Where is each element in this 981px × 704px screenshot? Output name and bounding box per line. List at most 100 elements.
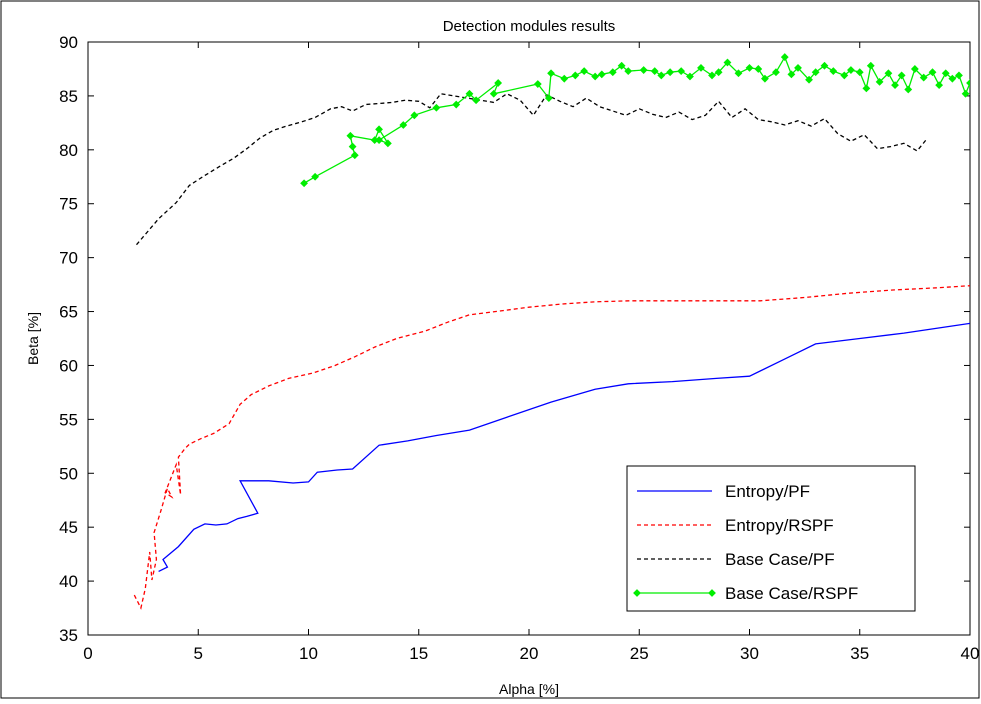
y-tick-label: 85 (59, 87, 78, 106)
data-point-marker (935, 81, 944, 90)
data-point-marker (657, 71, 666, 80)
axis-ticks: 0 5 10 15 20 25 30 35 40 35 40 45 50 55 60 65 70 75 80 85 90 (59, 33, 979, 663)
x-tick-label: 0 (83, 644, 92, 663)
data-point-marker (862, 84, 871, 93)
data-point-marker (489, 89, 498, 98)
x-tick-label: 35 (850, 644, 869, 663)
data-point-marker (608, 68, 617, 77)
legend-box (626, 465, 916, 612)
y-tick-label: 65 (59, 303, 78, 322)
data-point-marker (465, 89, 474, 98)
data-point-marker (734, 69, 743, 78)
x-tick-label: 40 (961, 644, 980, 663)
data-point-marker (544, 94, 553, 102)
series-line (136, 93, 927, 246)
data-point-marker (432, 103, 441, 112)
data-point-marker (829, 67, 838, 76)
x-axis-label: Alpha [%] (499, 681, 559, 697)
x-tick-label: 25 (630, 644, 649, 663)
data-point-marker (840, 71, 849, 80)
data-point-marker (346, 131, 355, 140)
data-point-marker (754, 65, 763, 73)
data-point-marker (597, 70, 606, 79)
series-3 (136, 93, 927, 246)
data-point-marker (560, 74, 569, 83)
y-tick-label: 80 (59, 141, 78, 160)
data-point-marker (686, 72, 694, 81)
data-point-marker (723, 58, 732, 67)
data-point-marker (714, 68, 723, 77)
data-point-marker (745, 63, 754, 72)
y-axis-label: Beta [%] (25, 312, 41, 365)
data-point-marker (805, 75, 813, 84)
legend-label: Entropy/PF (725, 482, 810, 501)
data-point-marker (650, 67, 659, 76)
data-point-marker (948, 74, 957, 83)
legend-label: Base Case/RSPF (725, 584, 858, 603)
data-point-marker (855, 68, 864, 77)
legend-label: Entropy/RSPF (725, 516, 834, 535)
data-point-marker (904, 85, 913, 94)
data-point-marker (884, 69, 893, 78)
data-point-marker (571, 71, 580, 80)
y-tick-label: 55 (59, 410, 78, 429)
y-tick-label: 50 (59, 464, 78, 483)
legend-item: Base Case/PF (637, 550, 835, 569)
data-point-marker (617, 61, 626, 70)
data-point-marker (350, 151, 359, 160)
data-point-marker (410, 111, 419, 120)
data-point-marker (708, 71, 716, 80)
data-point-marker (375, 136, 383, 145)
chart-title: Detection modules results (443, 18, 616, 35)
legend-item: Entropy/RSPF (637, 516, 834, 535)
y-tick-label: 70 (59, 249, 78, 268)
data-point-marker (383, 139, 392, 148)
data-point-marker (348, 142, 357, 151)
y-tick-label: 40 (59, 572, 78, 591)
data-point-marker (811, 68, 820, 77)
legend-marker (633, 589, 641, 597)
data-point-marker (847, 66, 855, 74)
data-point-marker (910, 65, 919, 73)
series-1 (158, 322, 970, 572)
data-point-marker (866, 61, 875, 70)
data-point-marker (955, 71, 963, 80)
data-point-marker (928, 68, 937, 77)
data-point-marker (452, 100, 461, 109)
y-tick-label: 75 (59, 195, 78, 214)
data-point-marker (780, 53, 789, 62)
legend-item: Base Case/RSPF (633, 584, 858, 603)
legend-item: Entropy/PF (637, 482, 810, 501)
series-group (133, 53, 970, 610)
data-point-marker (591, 72, 600, 81)
data-point-marker (580, 67, 589, 76)
data-point-marker (494, 79, 503, 87)
data-point-marker (941, 69, 950, 78)
legend: Entropy/PF Entropy/RSPF Base Case/PF Base C… (626, 465, 916, 612)
series-4 (300, 53, 970, 188)
y-tick-label: 90 (59, 33, 78, 52)
x-tick-label: 20 (520, 644, 539, 663)
data-point-marker (375, 125, 383, 134)
data-point-marker (787, 70, 796, 79)
data-point-marker (547, 69, 555, 78)
data-point-marker (794, 63, 802, 72)
y-tick-label: 35 (59, 626, 78, 645)
data-point-marker (472, 96, 480, 105)
legend-marker (708, 589, 716, 597)
data-point-marker (399, 121, 408, 129)
data-point-marker (624, 67, 633, 76)
series-line (158, 322, 970, 572)
legend-label: Base Case/PF (725, 550, 835, 569)
data-point-marker (639, 66, 648, 74)
data-point-marker (772, 68, 780, 77)
data-point-marker (697, 63, 705, 72)
data-point-marker (897, 71, 906, 80)
data-point-marker (820, 61, 829, 70)
y-tick-label: 60 (59, 356, 78, 375)
data-point-marker (311, 172, 320, 181)
x-tick-label: 5 (194, 644, 203, 663)
data-point-marker (666, 68, 675, 77)
